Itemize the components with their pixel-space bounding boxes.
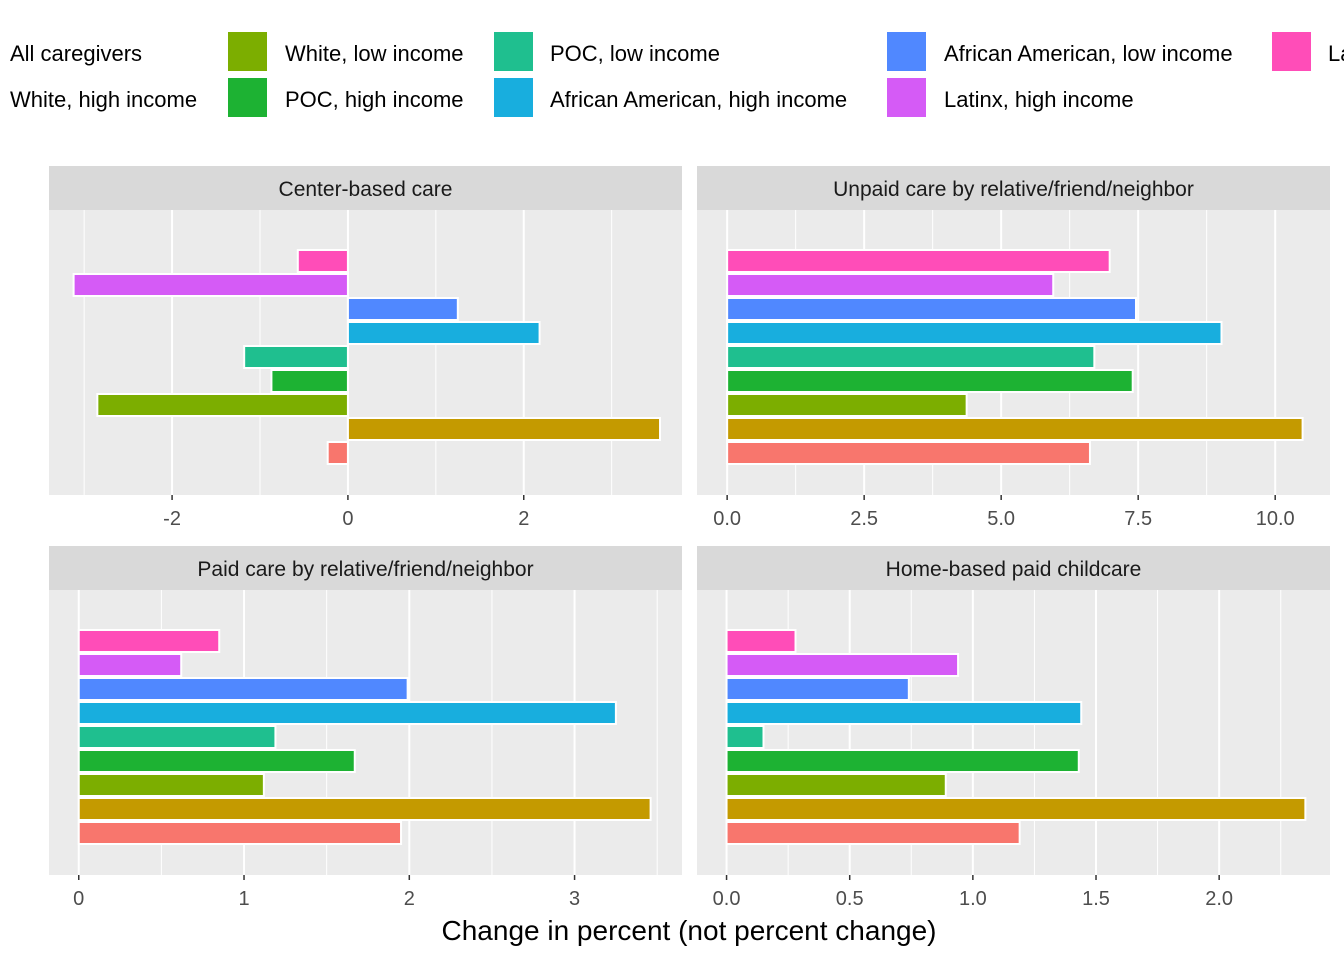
panel-background (49, 210, 682, 495)
legend-item-all-caregivers: All caregivers (10, 41, 142, 66)
legend-label: White, high income (10, 87, 197, 112)
x-tick-label: 1 (238, 888, 249, 910)
bar-latinx-low-income (296, 249, 349, 273)
panels: Center-based care -2 0 2 Unpaid care by rela… (49, 166, 1330, 910)
bar-white-high-income (725, 797, 1307, 821)
bar-poc-high-income (77, 749, 356, 773)
bar-white-low-income (77, 773, 265, 797)
panel-title: Unpaid care by relative/friend/neighbor (833, 178, 1194, 201)
legend-item-white-high-income: White, high income (10, 87, 197, 112)
bar-all-caregivers (726, 441, 1091, 465)
legend-item-poc-high-income: POC, high income (228, 78, 464, 117)
bar-latinx-high-income (72, 273, 349, 297)
legend-swatch (228, 32, 267, 71)
bar-white-high-income (346, 417, 662, 441)
x-tick-label: -2 (163, 508, 181, 530)
bar-poc-high-income (725, 749, 1080, 773)
panel-home-based-paid-childcare: Home-based paid childcare 0.0 0.5 1.0 1.5 2.0 (697, 546, 1330, 910)
legend-swatch (887, 78, 926, 117)
legend-label: All caregivers (10, 41, 142, 66)
bar-white-low-income (96, 393, 349, 417)
bar-latinx-high-income (77, 653, 183, 677)
x-tick-label: 0.0 (713, 508, 741, 530)
x-tick-label: 1.0 (959, 888, 987, 910)
bar-all-caregivers (326, 441, 349, 465)
legend-item-poc-low-income: POC, low income (494, 32, 720, 71)
legend-label: White, low income (285, 41, 464, 66)
bar-poc-low-income (77, 725, 277, 749)
legend-label: African American, low income (944, 41, 1233, 66)
legend-item-african-american-high-income: African American, high income (494, 78, 847, 117)
x-tick-label: 2 (518, 508, 529, 530)
x-tick-label: 0.5 (836, 888, 864, 910)
bar-white-high-income (726, 417, 1304, 441)
legend-swatch (887, 32, 926, 71)
panel-center-based-care: Center-based care -2 0 2 (49, 166, 682, 530)
bar-latinx-high-income (725, 653, 960, 677)
bar-african-american-high-income (725, 701, 1083, 725)
panel-title: Paid care by relative/friend/neighbor (197, 558, 533, 581)
bar-african-american-high-income (77, 701, 617, 725)
x-tick-label: 3 (569, 888, 580, 910)
panel-strip (49, 546, 682, 590)
bar-poc-low-income (243, 345, 349, 369)
panel-title: Home-based paid childcare (886, 558, 1142, 581)
bar-african-american-high-income (726, 321, 1223, 345)
panel-unpaid-care-by-relative-friend-neighbor: Unpaid care by relative/friend/neighbor 0… (697, 166, 1330, 530)
legend-label: La (1328, 41, 1344, 66)
bar-poc-low-income (726, 345, 1096, 369)
bar-african-american-low-income (726, 297, 1137, 321)
bar-latinx-low-income (725, 629, 797, 653)
bar-latinx-low-income (77, 629, 221, 653)
x-tick-label: 2 (404, 888, 415, 910)
panel-paid-care-by-relative-friend-neighbor: Paid care by relative/friend/neighbor 0 1 2… (49, 546, 682, 910)
x-tick-label: 7.5 (1124, 508, 1152, 530)
bar-white-high-income (77, 797, 652, 821)
panel-strip (49, 166, 682, 210)
x-tick-label: 0 (342, 508, 353, 530)
legend-label: Latinx, high income (944, 87, 1134, 112)
x-tick-label: 5.0 (987, 508, 1015, 530)
legend-swatch (494, 32, 533, 71)
bar-all-caregivers (725, 821, 1021, 845)
bar-african-american-low-income (725, 677, 910, 701)
bar-poc-high-income (270, 369, 349, 393)
bar-white-low-income (725, 773, 947, 797)
panel-title: Center-based care (279, 178, 453, 201)
legend-item-white-low-income: White, low income (228, 32, 464, 71)
bar-latinx-low-income (726, 249, 1111, 273)
legend: All caregivers White, high income White, l… (10, 32, 1344, 117)
x-tick-label: 2.5 (850, 508, 878, 530)
bar-white-low-income (726, 393, 968, 417)
panel-strip (697, 166, 1330, 210)
x-tick-label: 1.5 (1082, 888, 1110, 910)
legend-item-latinx-high-income: Latinx, high income (887, 78, 1134, 117)
x-axis-title: Change in percent (not percent change) (442, 915, 937, 946)
x-tick-label: 0.0 (713, 888, 741, 910)
panel-strip (697, 546, 1330, 590)
x-tick-label: 10.0 (1256, 508, 1295, 530)
bar-latinx-high-income (726, 273, 1055, 297)
legend-item-latinx-low-income: La (1272, 32, 1344, 71)
legend-label: POC, low income (550, 41, 720, 66)
bar-african-american-high-income (346, 321, 541, 345)
bar-poc-high-income (726, 369, 1134, 393)
legend-swatch (1272, 32, 1311, 71)
bar-african-american-low-income (346, 297, 459, 321)
legend-swatch (228, 78, 267, 117)
legend-swatch (494, 78, 533, 117)
legend-item-african-american-low-income: African American, low income (887, 32, 1233, 71)
bar-poc-low-income (725, 725, 765, 749)
x-tick-label: 0 (73, 888, 84, 910)
legend-label: POC, high income (285, 87, 464, 112)
x-tick-label: 2.0 (1205, 888, 1233, 910)
bar-all-caregivers (77, 821, 403, 845)
bar-african-american-low-income (77, 677, 409, 701)
legend-label: African American, high income (550, 87, 847, 112)
